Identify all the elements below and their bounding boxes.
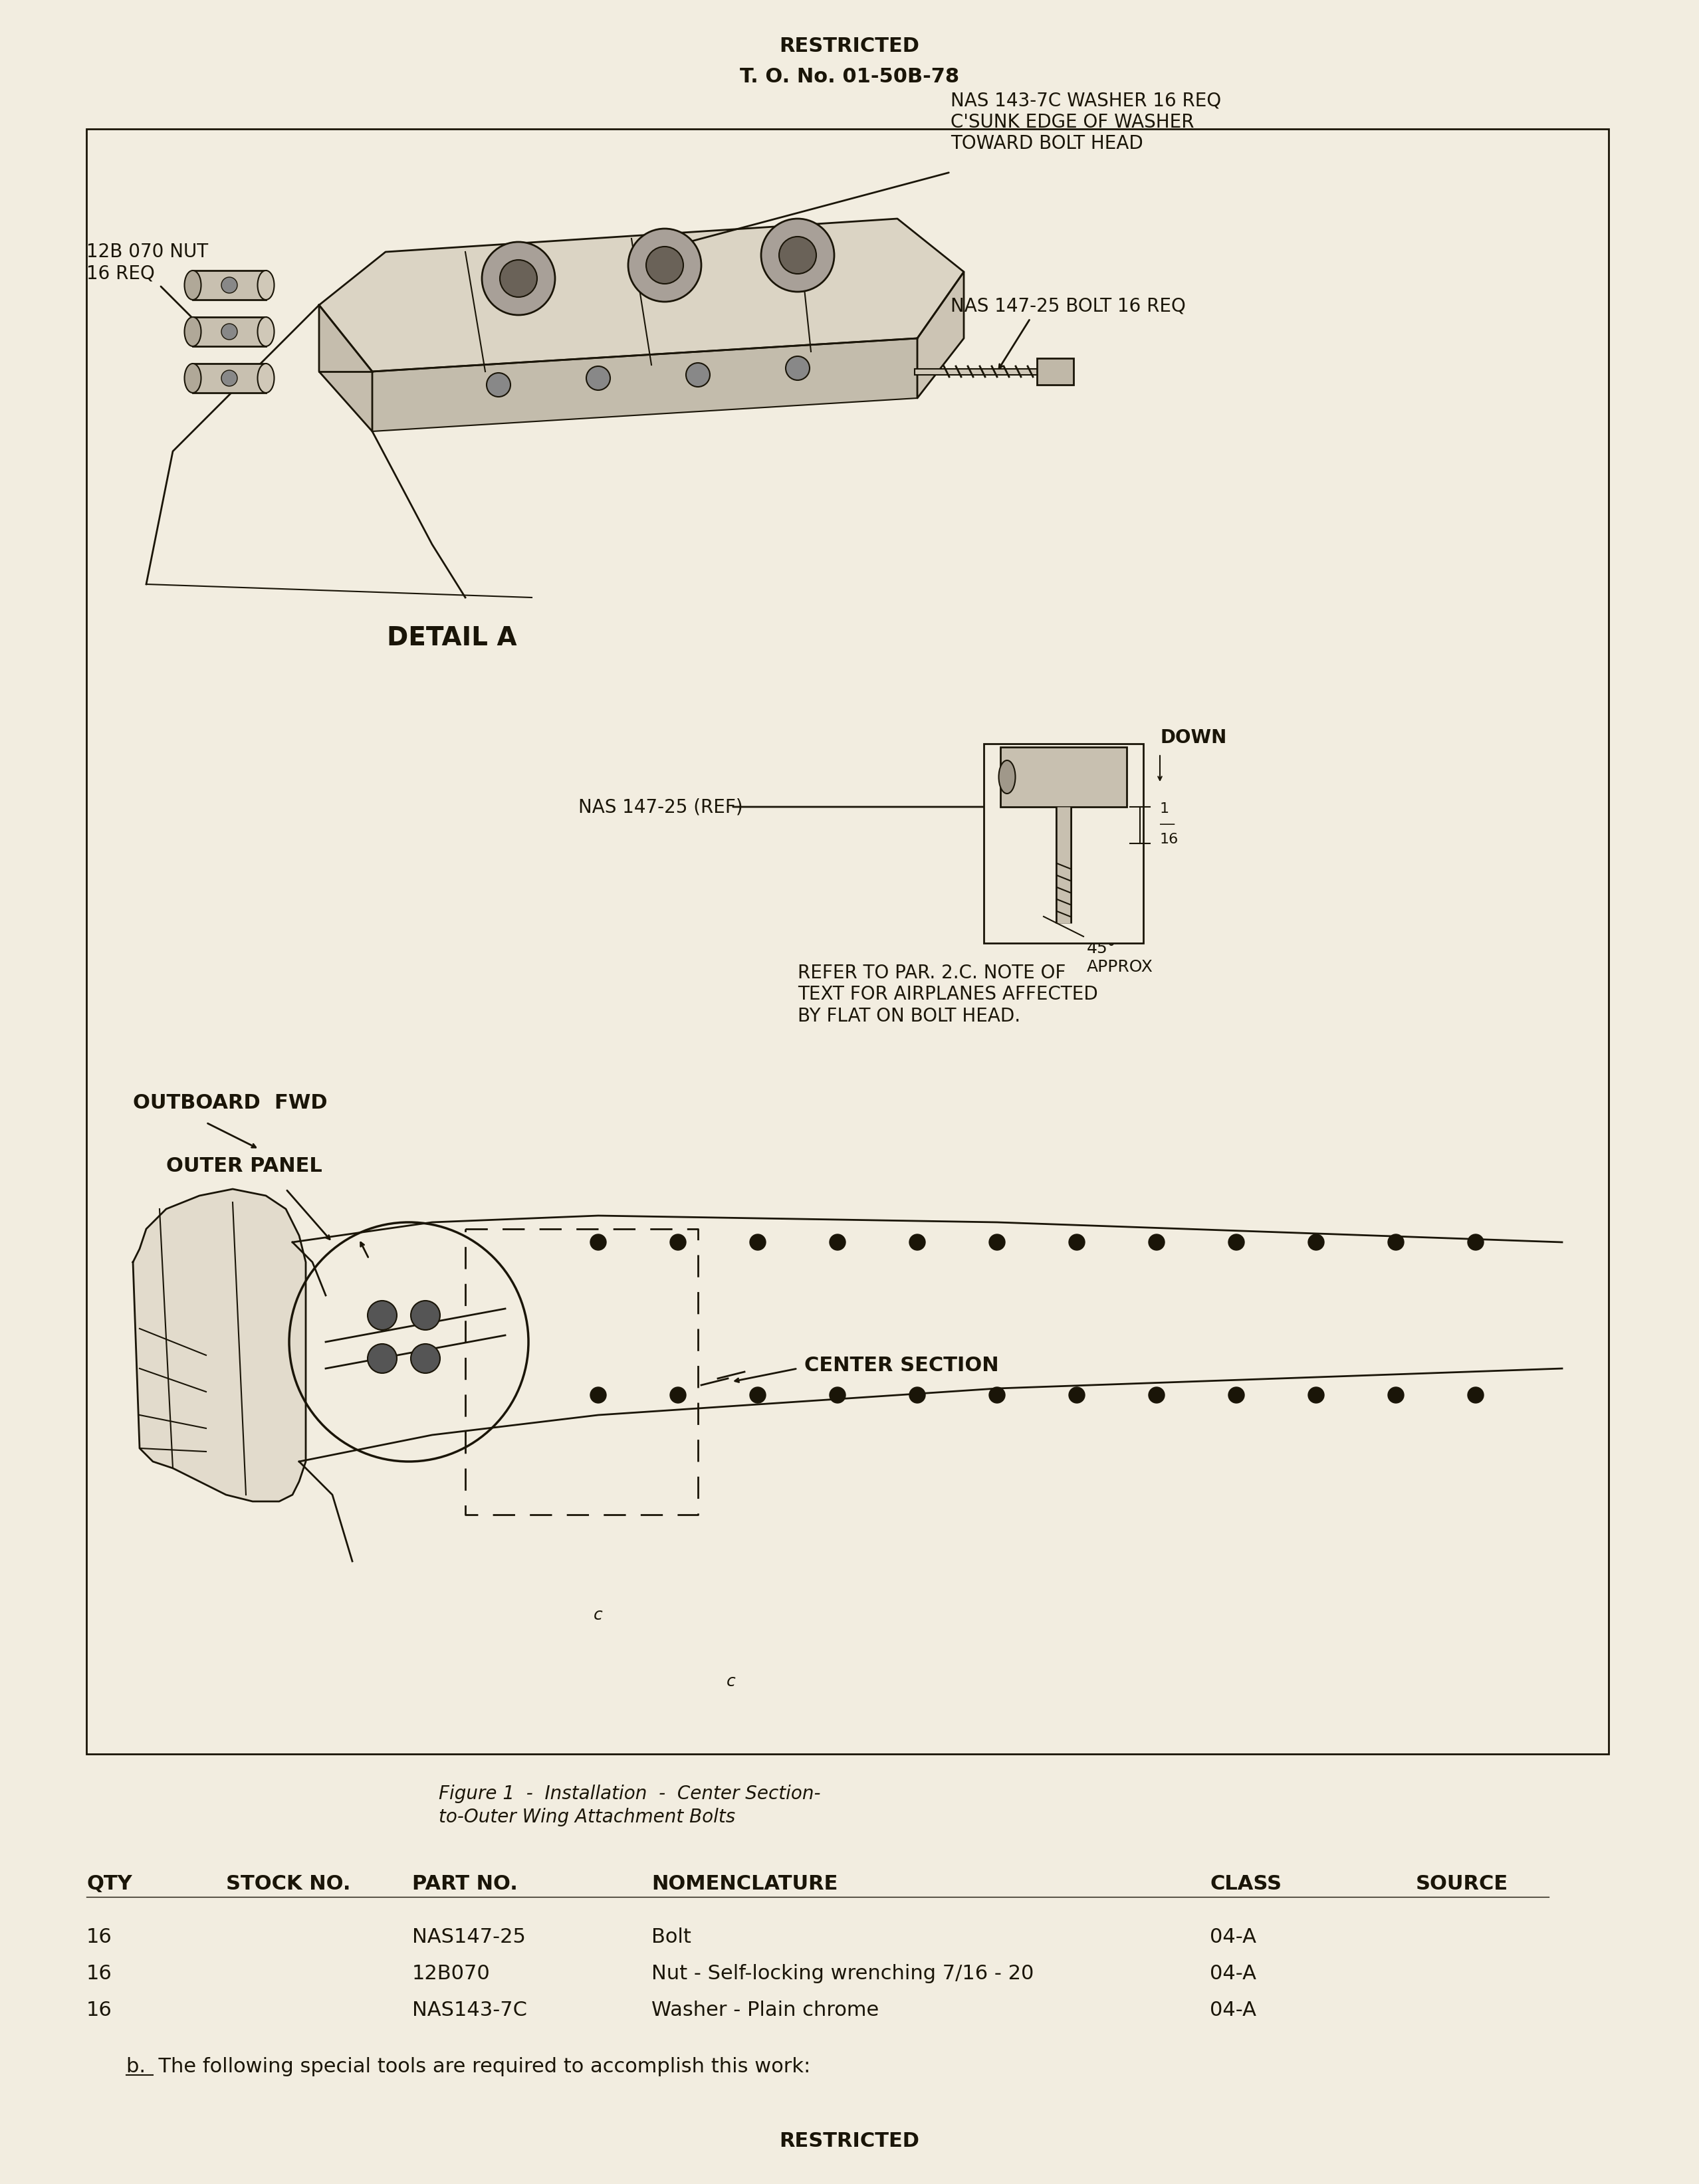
Circle shape <box>785 356 810 380</box>
Circle shape <box>586 367 610 391</box>
Bar <box>87 129 1609 1754</box>
Circle shape <box>221 371 238 387</box>
Text: NAS147-25: NAS147-25 <box>413 1926 525 1946</box>
Circle shape <box>367 1343 398 1374</box>
Ellipse shape <box>999 760 1016 795</box>
Text: CLASS: CLASS <box>1210 1874 1281 1894</box>
Circle shape <box>629 229 702 301</box>
Text: REFER TO PAR. 2.C. NOTE OF
TEXT FOR AIRPLANES AFFECTED
BY FLAT ON BOLT HEAD.: REFER TO PAR. 2.C. NOTE OF TEXT FOR AIRP… <box>797 963 1098 1024</box>
Circle shape <box>761 218 834 293</box>
Circle shape <box>989 1387 1006 1404</box>
Text: QTY: QTY <box>87 1874 133 1894</box>
Circle shape <box>829 1234 846 1251</box>
Circle shape <box>1468 1234 1483 1251</box>
Circle shape <box>1308 1234 1324 1251</box>
Text: Washer - Plain chrome: Washer - Plain chrome <box>651 2001 878 2020</box>
Text: NAS 147-25 (REF): NAS 147-25 (REF) <box>578 797 742 817</box>
Circle shape <box>1228 1234 1244 1251</box>
Circle shape <box>1388 1387 1403 1404</box>
Text: 04-A: 04-A <box>1210 1926 1256 1946</box>
Text: 16: 16 <box>87 2001 112 2020</box>
Circle shape <box>646 247 683 284</box>
Text: OUTBOARD  FWD: OUTBOARD FWD <box>133 1094 328 1112</box>
Text: DETAIL A: DETAIL A <box>387 625 516 651</box>
Circle shape <box>749 1387 766 1404</box>
Ellipse shape <box>185 271 200 301</box>
Bar <box>192 317 265 347</box>
Circle shape <box>749 1234 766 1251</box>
Circle shape <box>221 277 238 293</box>
Ellipse shape <box>258 365 274 393</box>
Circle shape <box>1149 1387 1164 1404</box>
Polygon shape <box>133 1190 306 1503</box>
Text: NOMENCLATURE: NOMENCLATURE <box>651 1874 838 1894</box>
Text: c: c <box>593 1607 603 1623</box>
Text: NAS143-7C: NAS143-7C <box>413 2001 527 2020</box>
Text: NAS 143-7C WASHER 16 REQ
C'SUNK EDGE OF WASHER
TOWARD BOLT HEAD: NAS 143-7C WASHER 16 REQ C'SUNK EDGE OF … <box>950 92 1222 153</box>
Circle shape <box>483 242 556 317</box>
Ellipse shape <box>185 317 200 347</box>
Text: SOURCE: SOURCE <box>1415 1874 1509 1894</box>
Text: CENTER SECTION: CENTER SECTION <box>804 1356 999 1376</box>
Text: RESTRICTED: RESTRICTED <box>780 37 919 57</box>
Text: T. O. No. 01-50B-78: T. O. No. 01-50B-78 <box>739 68 960 85</box>
Bar <box>984 745 1143 943</box>
Circle shape <box>221 323 238 341</box>
Circle shape <box>1069 1234 1084 1251</box>
Text: 12B 070 NUT
16 REQ: 12B 070 NUT 16 REQ <box>87 242 209 282</box>
Text: RESTRICTED: RESTRICTED <box>780 2132 919 2151</box>
Polygon shape <box>372 339 917 432</box>
Text: 04-A: 04-A <box>1210 1963 1256 1983</box>
Circle shape <box>1228 1387 1244 1404</box>
Circle shape <box>486 373 510 397</box>
Polygon shape <box>319 218 963 371</box>
Circle shape <box>1308 1387 1324 1404</box>
Text: PART NO.: PART NO. <box>413 1874 518 1894</box>
Text: b.  The following special tools are required to accomplish this work:: b. The following special tools are requi… <box>126 2057 810 2075</box>
Bar <box>192 365 265 393</box>
Circle shape <box>1149 1234 1164 1251</box>
Circle shape <box>669 1387 686 1404</box>
Circle shape <box>686 363 710 387</box>
Bar <box>1001 747 1126 808</box>
Text: STOCK NO.: STOCK NO. <box>226 1874 350 1894</box>
Text: 16: 16 <box>87 1926 112 1946</box>
Circle shape <box>1388 1234 1403 1251</box>
Text: Figure 1  -  Installation  -  Center Section-: Figure 1 - Installation - Center Section… <box>438 1784 821 1802</box>
Text: 12B070: 12B070 <box>413 1963 491 1983</box>
Circle shape <box>367 1302 398 1330</box>
Ellipse shape <box>185 365 200 393</box>
Ellipse shape <box>258 271 274 301</box>
Text: Nut - Self-locking wrenching 7/16 - 20: Nut - Self-locking wrenching 7/16 - 20 <box>651 1963 1035 1983</box>
Text: 1
―
16: 1 ― 16 <box>1160 802 1179 845</box>
Circle shape <box>500 260 537 297</box>
Text: 16: 16 <box>87 1963 112 1983</box>
Circle shape <box>829 1387 846 1404</box>
Circle shape <box>1069 1387 1084 1404</box>
Circle shape <box>1468 1387 1483 1404</box>
Text: NAS 147-25 BOLT 16 REQ: NAS 147-25 BOLT 16 REQ <box>950 297 1186 314</box>
Polygon shape <box>319 306 372 432</box>
Bar <box>1036 358 1074 384</box>
Circle shape <box>780 238 816 275</box>
Circle shape <box>669 1234 686 1251</box>
Polygon shape <box>917 273 963 400</box>
Text: DOWN: DOWN <box>1160 727 1227 747</box>
Circle shape <box>590 1234 607 1251</box>
Ellipse shape <box>258 317 274 347</box>
Circle shape <box>989 1234 1006 1251</box>
Text: c: c <box>727 1673 736 1688</box>
Text: to-Outer Wing Attachment Bolts: to-Outer Wing Attachment Bolts <box>438 1808 736 1826</box>
Circle shape <box>909 1234 926 1251</box>
Circle shape <box>909 1387 926 1404</box>
Text: OUTER PANEL: OUTER PANEL <box>167 1158 323 1175</box>
Text: 45°
APPROX: 45° APPROX <box>1087 939 1154 974</box>
Bar <box>192 271 265 301</box>
Text: 04-A: 04-A <box>1210 2001 1256 2020</box>
Circle shape <box>411 1343 440 1374</box>
Circle shape <box>590 1387 607 1404</box>
Text: Bolt: Bolt <box>651 1926 691 1946</box>
Circle shape <box>411 1302 440 1330</box>
